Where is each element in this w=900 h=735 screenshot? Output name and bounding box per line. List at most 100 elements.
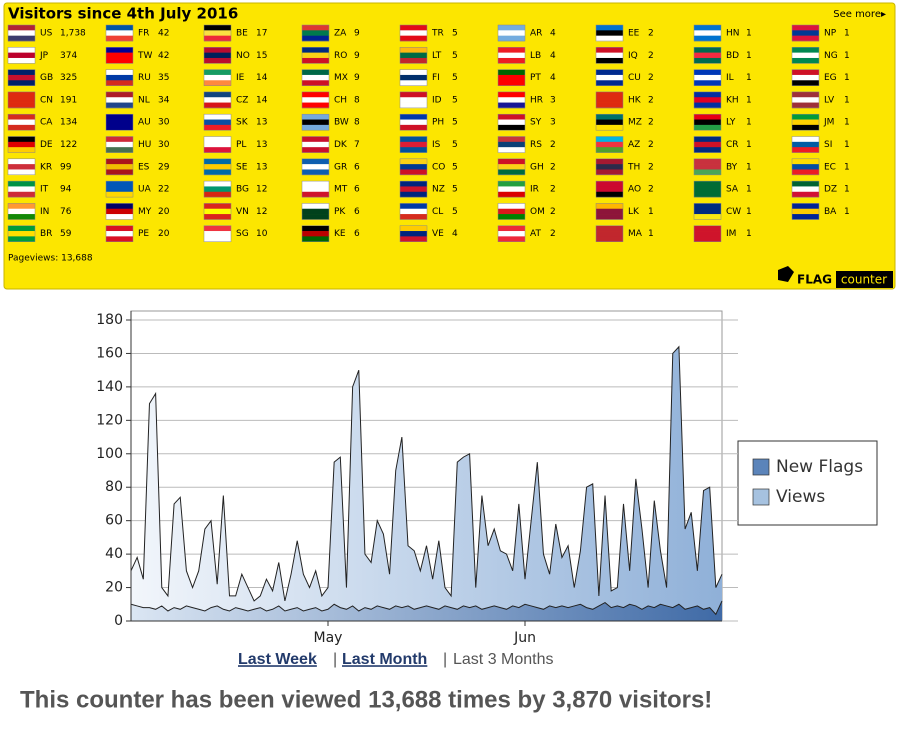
flag-entry: CW 1 [693, 203, 752, 220]
flag-entry: NO 15 [203, 47, 267, 64]
flag-stripe [498, 47, 525, 53]
flag-entry: PT 4 [497, 69, 556, 86]
flag-border [301, 225, 330, 242]
flag-stripe [498, 114, 525, 120]
country-count: 6 [354, 162, 360, 172]
flag-entry: BG 12 [203, 180, 267, 198]
flag-stripe [694, 119, 721, 126]
flag-stripe [8, 158, 35, 165]
flag-entry: SA 1 [693, 180, 752, 198]
flag-stripe [106, 47, 133, 53]
flag-stripe [596, 158, 623, 165]
flag-border [595, 136, 624, 153]
country-code: AO [628, 185, 641, 195]
logo: FLAG counter [778, 266, 893, 288]
flag-stripe [302, 74, 329, 81]
flag-stripe [792, 35, 819, 42]
country-code: PE [138, 229, 149, 239]
flag-entry: FI 5 [399, 69, 458, 86]
flag-entry: ZA 9 [301, 24, 360, 42]
country-count: 6 [354, 207, 360, 217]
flag-border [399, 91, 428, 109]
separator: | [333, 651, 337, 668]
country-count: 13 [256, 118, 267, 128]
country-count: 2 [648, 162, 654, 172]
flag-stripe [8, 91, 35, 98]
y-tick-label: 120 [96, 412, 123, 428]
flag-stripe [498, 102, 525, 109]
country-count: 1 [648, 229, 654, 239]
flag-entry: KR 99 [7, 158, 72, 176]
flag-entry: NP 1 [791, 24, 850, 42]
flag-border [399, 158, 428, 176]
flag-stripe [498, 52, 525, 59]
flag-stripe [694, 35, 721, 42]
flag-stripe [302, 141, 329, 148]
flag-stripe [204, 102, 231, 109]
flag-entry: IR 2 [497, 180, 556, 198]
last-week-link[interactable]: Last Week [238, 651, 317, 668]
see-more[interactable]: See more▸ [833, 9, 886, 20]
country-code: SE [236, 162, 248, 172]
flag-stripe [8, 124, 35, 131]
country-count: 9 [354, 51, 360, 61]
legend-label: New Flags [776, 457, 863, 477]
flag-border [693, 47, 722, 64]
country-code: IT [40, 185, 49, 195]
pageviews: Pageviews: 13,688 [8, 254, 93, 264]
flag-stripe [694, 147, 721, 153]
flag-entry: TH 2 [595, 158, 654, 176]
flag-entry: LV 1 [791, 91, 850, 109]
flag-border [203, 136, 232, 153]
flag-stripe [792, 191, 819, 198]
country-count: 1 [746, 229, 752, 239]
flag-border [595, 47, 624, 64]
country-count: 42 [158, 51, 169, 61]
flag-stripe [204, 186, 231, 193]
flag-stripe [106, 80, 133, 86]
country-code: KE [334, 229, 346, 239]
flag-border [301, 113, 330, 131]
flag-entry: LY 1 [693, 113, 752, 131]
flag-entry: HR 3 [497, 91, 556, 109]
flag-stripe [498, 69, 525, 76]
country-count: 2 [550, 140, 556, 150]
flag-stripe [400, 30, 427, 36]
flag-stripe [498, 25, 525, 31]
flag-stripe [106, 57, 133, 64]
flag-stripe [302, 97, 329, 103]
flag-entry: EE 2 [595, 24, 654, 42]
flag-border [693, 180, 722, 198]
flag-stripe [498, 119, 525, 126]
flag-stripe [8, 119, 35, 126]
flag-stripe [792, 203, 819, 210]
flag-entry: CH 8 [301, 91, 360, 109]
country-code: CH [334, 95, 347, 105]
flag-stripe [792, 124, 819, 131]
flag-border [7, 47, 36, 64]
country-count: 30 [158, 140, 170, 150]
country-count: 20 [158, 207, 170, 217]
flag-entry: DZ 1 [791, 180, 850, 198]
flag-stripe [498, 57, 525, 64]
last-month-link[interactable]: Last Month [342, 651, 427, 668]
flag-stripe [498, 141, 525, 148]
flag-stripe [106, 214, 133, 220]
country-count: 17 [256, 29, 267, 39]
flag-stripe [498, 35, 525, 42]
flag-stripe [694, 97, 721, 103]
country-count: 1,738 [60, 29, 86, 39]
flag-stripe [694, 214, 721, 220]
country-count: 1 [746, 73, 752, 83]
flag-border [497, 113, 526, 131]
country-code: MX [334, 73, 348, 83]
flag-stripe [596, 214, 623, 220]
country-code: HN [726, 29, 740, 39]
flag-stripe [792, 91, 819, 98]
flag-stripe [792, 158, 819, 165]
country-code: AT [530, 229, 541, 239]
flag-stripe [694, 158, 721, 165]
country-count: 12 [256, 185, 267, 195]
separator: | [443, 651, 447, 668]
flag-border [105, 158, 134, 176]
